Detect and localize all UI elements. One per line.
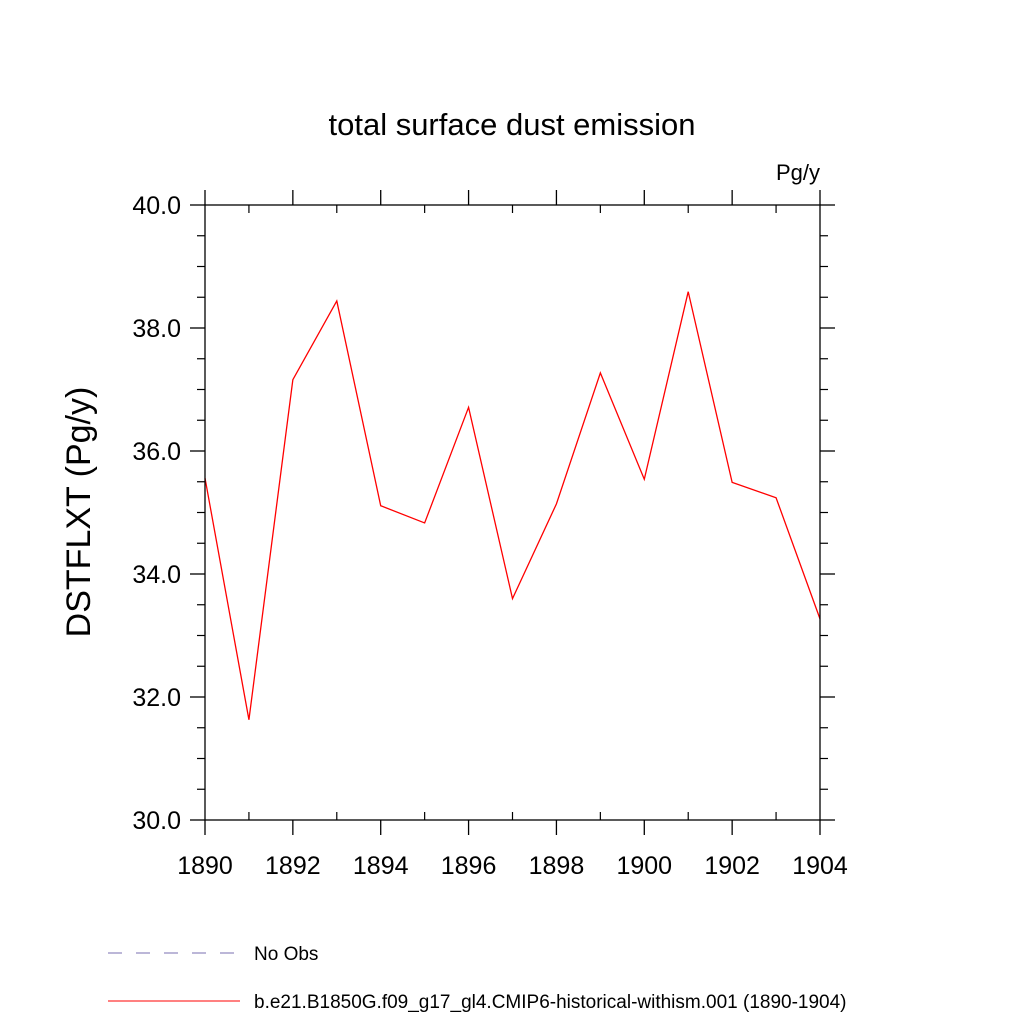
y-axis-label: DSTFLXT (Pg/y) — [60, 387, 98, 638]
x-tick-label: 1902 — [704, 852, 760, 880]
x-tick-label: 1896 — [441, 852, 497, 880]
series-point — [687, 291, 689, 293]
series-point — [380, 505, 382, 507]
plot-frame — [204, 204, 821, 821]
chart-title: total surface dust emission — [328, 107, 695, 142]
y-tick-label: 32.0 — [132, 684, 181, 712]
series-point — [643, 478, 645, 480]
y-tick-label: 34.0 — [132, 561, 181, 589]
y-tick-label: 40.0 — [132, 192, 181, 220]
x-tick-label: 1892 — [265, 852, 321, 880]
series-point — [511, 597, 513, 599]
series-point — [292, 378, 294, 380]
legend-label: b.e21.B1850G.f09_g17_gl4.CMIP6-historica… — [254, 992, 847, 1013]
series-layer — [204, 291, 821, 721]
series-point — [248, 719, 250, 721]
axis-ticks — [190, 190, 835, 835]
series-point — [731, 481, 733, 483]
series-point — [599, 372, 601, 374]
x-tick-label: 1894 — [353, 852, 409, 880]
x-tick-label: 1898 — [529, 852, 585, 880]
axis-tick-labels: 1890 1892 1894 1896 1898 1900 1902 1904 30.0 32.0… — [132, 192, 848, 880]
y-tick-label: 38.0 — [132, 315, 181, 343]
x-tick-label: 1900 — [616, 852, 672, 880]
x-tick-label: 1904 — [792, 852, 848, 880]
y-tick-label: 30.0 — [132, 807, 181, 835]
series-point — [555, 503, 557, 505]
series-line — [204, 291, 821, 720]
series-point — [336, 300, 338, 302]
y-tick-label: 36.0 — [132, 438, 181, 466]
legend: No Obs b.e21.B1850G.f09_g17_gl4.CMIP6-his… — [108, 944, 847, 1013]
series-point — [467, 406, 469, 408]
units-label: Pg/y — [776, 160, 820, 185]
series-point — [423, 522, 425, 524]
legend-label: No Obs — [254, 944, 318, 965]
x-tick-label: 1890 — [177, 852, 233, 880]
series-point — [775, 497, 777, 499]
